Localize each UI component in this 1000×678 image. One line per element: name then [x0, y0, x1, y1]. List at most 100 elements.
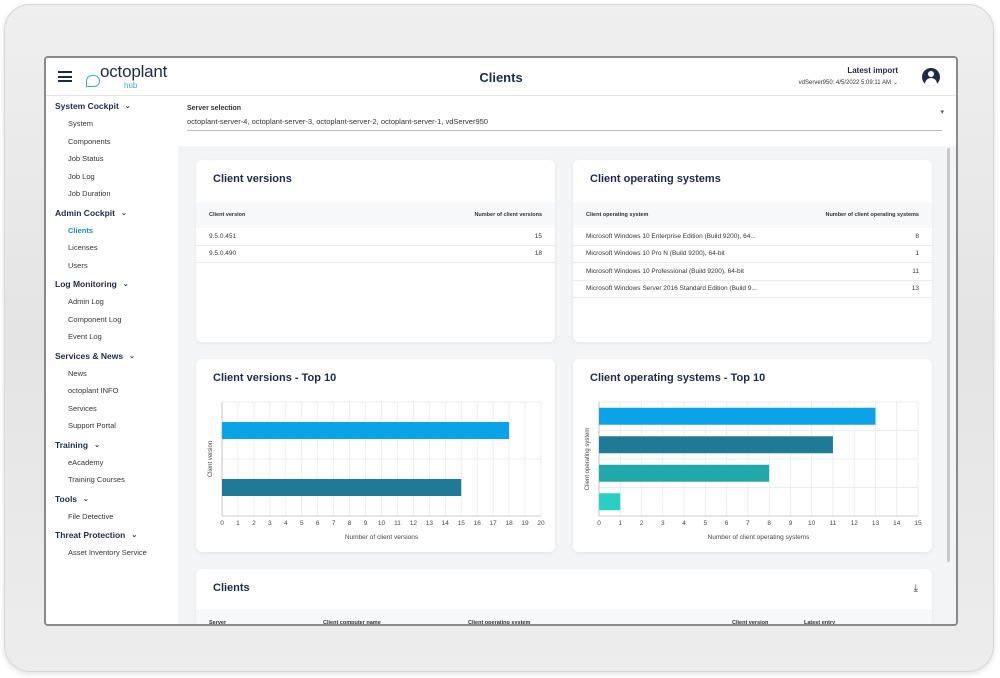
x-tick-label: 9 [789, 520, 793, 527]
x-tick-label: 4 [682, 520, 686, 527]
column-header[interactable]: Client operating system [586, 212, 649, 218]
sidebar-item-admin-log[interactable]: Admin Log [68, 297, 104, 306]
table-row[interactable]: Microsoft Windows Server 2016 Standard E… [573, 281, 932, 298]
x-tick-label: 0 [220, 520, 224, 527]
x-axis-label: Number of client versions [345, 534, 419, 541]
sidebar-section-threat-protection[interactable]: Threat Protection ⌄ [46, 526, 178, 544]
latest-import-label: Latest import [847, 66, 898, 75]
x-tick-label: 9 [364, 520, 368, 527]
column-header[interactable]: Client operating system [468, 620, 531, 626]
table-cell: Microsoft Windows 10 Enterprise Edition … [586, 232, 756, 240]
scrollbar[interactable] [947, 148, 950, 562]
sidebar-item-system[interactable]: System [68, 119, 94, 128]
x-tick-label: 17 [490, 520, 498, 527]
latest-import[interactable]: Latest import vdServer950: 4/5/2022 5:09… [799, 66, 898, 86]
sidebar-item-clients[interactable]: Clients [68, 225, 94, 235]
x-tick-label: 11 [394, 520, 401, 527]
client-os-table: Client operating system Number of client… [573, 202, 932, 298]
main-content: Server selection octoplant-server-4, oct… [178, 96, 956, 626]
x-tick-label: 15 [914, 520, 922, 527]
x-tick-label: 2 [640, 520, 644, 527]
sidebar-item-event-log[interactable]: Event Log [68, 332, 102, 341]
table-row[interactable]: Microsoft Windows 10 Professional (Build… [573, 263, 932, 281]
client-versions-top10-card: Client versions - Top 10 0 1 2 3 4 5 6 7 8 9 10 11 1… [196, 359, 555, 552]
sidebar-item-job-log[interactable]: Job Log [68, 171, 95, 181]
x-tick-label: 3 [661, 520, 665, 527]
x-tick-label: 6 [725, 520, 729, 527]
x-tick-label: 8 [348, 520, 352, 527]
table-cell: 18 [534, 250, 542, 258]
card-title: Client versions [213, 173, 292, 185]
menu-icon[interactable] [58, 71, 72, 82]
column-header[interactable]: Client computer name [323, 620, 381, 626]
dropdown-caret-icon[interactable]: ▾ [940, 109, 944, 116]
sidebar-item-training-courses[interactable]: Training Courses [68, 475, 125, 484]
bar[interactable] [599, 436, 833, 454]
x-tick-label: 8 [767, 520, 771, 527]
bar[interactable] [222, 422, 510, 439]
sidebar-section-tools[interactable]: Tools ⌄ [46, 490, 178, 508]
table-cell: 9.5.0.490 [209, 250, 237, 258]
sidebar-item-components[interactable]: Components [68, 136, 111, 146]
sidebar-section-label: Training [55, 439, 89, 450]
chart-grid [598, 401, 919, 516]
chevron-down-icon: ⌄ [120, 209, 127, 217]
table-cell: Microsoft Windows 10 Pro N (Build 9200),… [586, 250, 725, 258]
table-row[interactable]: Microsoft Windows 10 Pro N (Build 9200),… [573, 246, 932, 263]
table-row[interactable]: 9.5.0.490 18 [196, 246, 555, 263]
logo-text: octoplant [100, 62, 168, 81]
sidebar-item-file-detective[interactable]: File Detective [68, 511, 114, 521]
column-header[interactable]: Server [209, 620, 227, 626]
sidebar-item-services[interactable]: Services [68, 403, 97, 413]
card-title: Client operating systems - Top 10 [590, 372, 766, 384]
chart-grid [221, 401, 542, 516]
bar[interactable] [599, 464, 770, 482]
sidebar-section-label: System Cockpit [55, 101, 119, 111]
bar[interactable] [599, 493, 621, 511]
chevron-down-icon: ⌄ [892, 80, 898, 86]
sidebar-item-users[interactable]: Users [68, 260, 88, 270]
sidebar-section-training[interactable]: Training ⌄ [46, 436, 178, 454]
x-tick-label: 10 [378, 520, 386, 527]
chevron-down-icon: ⌄ [129, 352, 135, 360]
server-selection[interactable]: Server selection octoplant-server-4, oct… [178, 96, 956, 146]
sidebar-item-news[interactable]: News [68, 368, 87, 378]
server-selection-value[interactable]: octoplant-server-4, octoplant-server-3, … [187, 117, 488, 126]
logo-subtext: hub [124, 81, 138, 90]
table-header: Client operating system Number of client… [573, 202, 932, 228]
latest-import-value[interactable]: vdServer950: 4/5/2022 5:09:11 AM ⌄ [799, 79, 898, 86]
column-header[interactable]: Client version [732, 620, 769, 626]
sidebar-section-services-news[interactable]: Services & News ⌄ [46, 347, 178, 365]
sidebar-item-support-portal[interactable]: Support Portal [68, 421, 116, 430]
sidebar-section-admin-cockpit[interactable]: Admin Cockpit ⌄ [46, 204, 178, 222]
download-icon[interactable]: ⤓ [913, 583, 918, 594]
sidebar-section-system-cockpit[interactable]: System Cockpit ⌄ [46, 97, 178, 115]
sidebar-item-job-status[interactable]: Job Status [68, 154, 104, 163]
table-header: Server Client computer name Client opera… [196, 609, 932, 626]
table-row[interactable]: Microsoft Windows 10 Enterprise Edition … [573, 228, 932, 246]
table-cell: Microsoft Windows 10 Professional (Build… [586, 267, 744, 275]
column-header[interactable]: Client version [209, 212, 246, 218]
column-header[interactable]: Number of client operating systems [825, 212, 919, 218]
bar[interactable] [599, 407, 876, 425]
sidebar-item-component-log[interactable]: Component Log [68, 314, 122, 324]
table-cell: 1 [915, 250, 919, 258]
sidebar-item-eacademy[interactable]: eAcademy [68, 457, 104, 467]
bar[interactable] [222, 479, 462, 496]
sidebar-item-asset-inventory-service[interactable]: Asset Inventory Service [68, 548, 147, 557]
chevron-down-icon: ⌄ [124, 103, 131, 110]
sidebar-item-job-duration[interactable]: Job Duration [68, 189, 111, 198]
sidebar: System Cockpit ⌄ System Components Job Statu… [46, 96, 178, 624]
sidebar-item-licenses[interactable]: Licenses [68, 243, 98, 252]
column-header[interactable]: Latest entry [804, 620, 836, 626]
x-tick-label: 3 [268, 520, 272, 527]
x-tick-label: 5 [300, 520, 304, 527]
column-header[interactable]: Number of client versions [474, 212, 542, 218]
sidebar-item-octoplant-info[interactable]: octoplant INFO [68, 386, 119, 395]
chevron-down-icon: ⌄ [94, 441, 100, 449]
table-row[interactable]: 9.5.0.451 15 [196, 228, 555, 246]
user-account-icon[interactable] [922, 68, 940, 86]
sidebar-section-log-monitoring[interactable]: Log Monitoring ⌄ [46, 275, 178, 293]
